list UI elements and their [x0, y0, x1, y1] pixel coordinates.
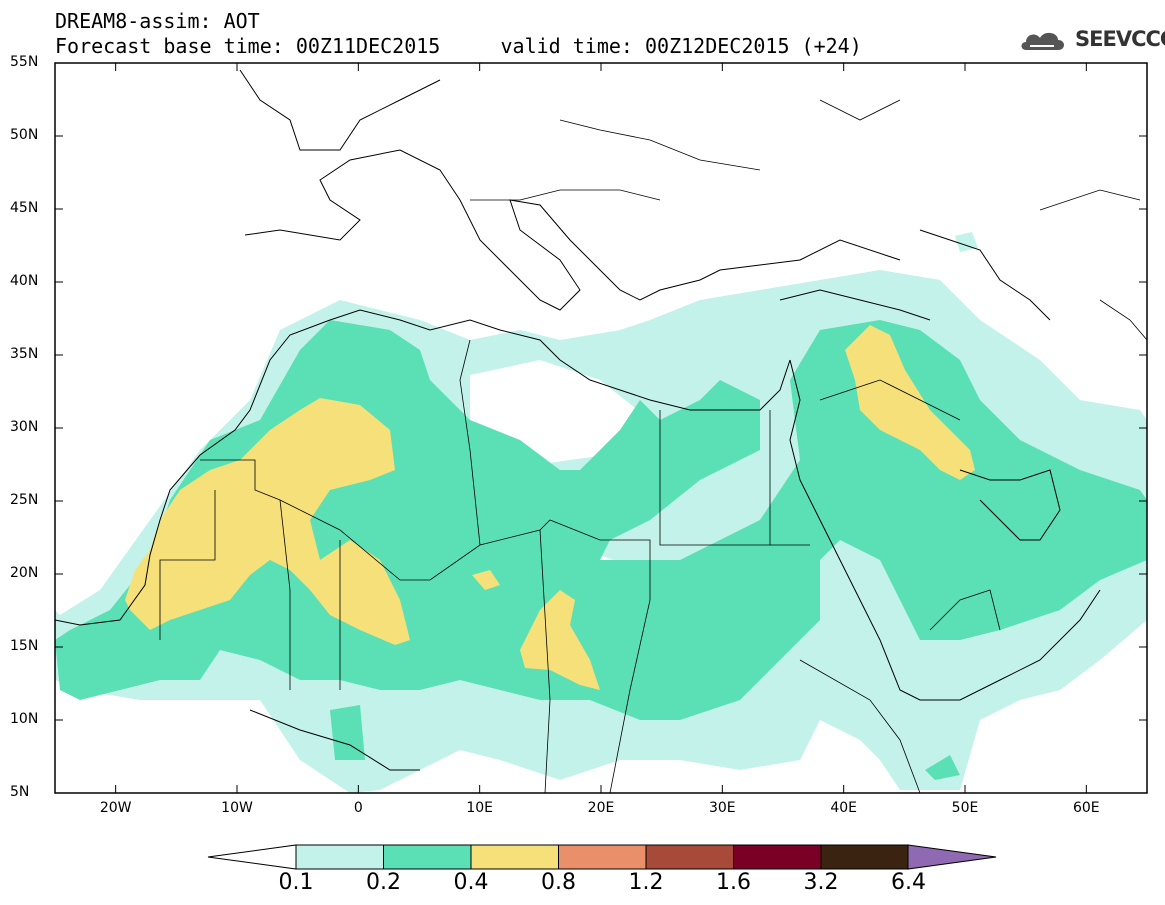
colorbar-swatch [820, 844, 909, 870]
lon-tick-label: 10W [221, 800, 253, 816]
country-borders [159, 99, 1147, 793]
colorbar-under-arrow [207, 844, 297, 870]
aot-level-0.4-area-chad [520, 590, 600, 690]
colorbar-swatch [733, 844, 822, 870]
lat-tick-label: 35N [10, 346, 39, 362]
logo-text: SEEVCCC [1075, 27, 1165, 51]
lat-tick-label: 45N [10, 200, 39, 216]
aot-field [55, 232, 1147, 793]
aot-level-0.4-area-iraq [845, 325, 975, 480]
colorbar-level-label: 0.1 [278, 870, 314, 895]
colorbar-level-label: 0.4 [453, 870, 489, 895]
aot-level-0.4-area-small [472, 570, 500, 590]
colorbar-over-arrow [907, 844, 997, 870]
lat-tick-label: 15N [10, 638, 39, 654]
aot-level-0.4-area [125, 398, 410, 645]
lon-tick-label: 20E [587, 800, 615, 816]
coastlines [55, 69, 1101, 771]
axis-ticks [55, 62, 1147, 794]
colorbar-level-label: 1.6 [716, 870, 751, 895]
colorbar-swatch [558, 844, 647, 870]
lat-tick-label: 25N [10, 492, 39, 508]
plot-title: DREAM8-assim: AOT [55, 9, 260, 33]
colorbar-level-label: 6.4 [891, 870, 926, 895]
colorbar [207, 844, 997, 870]
lon-tick-label: 20W [99, 800, 132, 816]
aot-level-0.2-area-south [330, 705, 365, 760]
colorbar-level-label: 3.2 [803, 870, 839, 895]
plot-subtitle: Forecast base time: 00Z11DEC2015 valid t… [55, 34, 862, 58]
lat-tick-label: 40N [10, 273, 39, 289]
lat-tick-label: 20N [10, 565, 39, 581]
lon-tick-label: 0 [353, 800, 363, 816]
lon-tick-label: 30E [708, 800, 736, 816]
lat-tick-label: 10N [10, 711, 39, 727]
lat-tick-label: 5N [10, 784, 30, 800]
cloud-icon [1021, 32, 1064, 50]
lon-tick-label: 10E [466, 800, 493, 816]
colorbar-level-label: 0.8 [541, 870, 576, 895]
colorbar-swatch [645, 844, 734, 870]
colorbar-swatch [383, 844, 472, 870]
lon-tick-label: 60E [1072, 800, 1100, 816]
lat-tick-label: 30N [10, 419, 39, 435]
lat-tick-label: 55N [10, 54, 39, 70]
colorbar-swatch [470, 844, 559, 870]
colorbar-swatch [295, 844, 384, 870]
aot-level-0.2-area-somalia [925, 755, 960, 780]
lat-tick-label: 50N [10, 127, 39, 143]
colorbar-level-label: 0.2 [366, 870, 401, 895]
lon-tick-label: 40E [830, 800, 857, 816]
lon-tick-label: 50E [951, 800, 979, 816]
colorbar-level-label: 1.2 [628, 870, 664, 895]
